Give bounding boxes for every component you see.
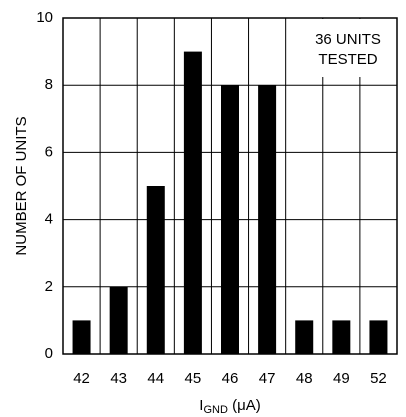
y-tick-label: 10 — [36, 9, 53, 26]
y-tick-label: 6 — [45, 143, 53, 160]
bar — [72, 320, 91, 354]
y-tick-label: 2 — [45, 278, 53, 295]
x-tick-label: 43 — [110, 370, 127, 387]
x-tick-label: 45 — [185, 370, 202, 387]
x-axis-label: IGND (μA) — [199, 397, 260, 416]
x-tick-label: 48 — [296, 370, 313, 387]
bar — [221, 85, 239, 354]
annotation: TESTED — [318, 51, 377, 68]
y-tick-label: 8 — [45, 76, 53, 93]
plot-frame — [62, 17, 398, 355]
x-label-rest: (μA) — [228, 397, 261, 414]
x-label-sub: GND — [203, 404, 228, 416]
bar — [109, 286, 128, 354]
x-tick-label: 46 — [222, 370, 239, 387]
x-tick-label: 49 — [333, 370, 350, 387]
y-tick-label: 0 — [45, 345, 53, 362]
bar — [332, 320, 351, 354]
bar — [295, 320, 314, 354]
bar — [183, 51, 202, 354]
x-tick-label: 42 — [73, 370, 90, 387]
annotation: 36 UNITS — [315, 31, 381, 48]
x-tick-label: 52 — [370, 370, 387, 387]
x-tick-label: 47 — [259, 370, 276, 387]
bar — [369, 320, 388, 354]
y-axis-label: NUMBER OF UNITS — [13, 116, 30, 255]
bar — [258, 85, 277, 354]
x-tick-label: 44 — [147, 370, 164, 387]
annotation-box — [302, 19, 396, 77]
y-tick-label: 4 — [45, 211, 53, 228]
x-label-main: I — [199, 397, 203, 414]
bar — [146, 186, 165, 354]
